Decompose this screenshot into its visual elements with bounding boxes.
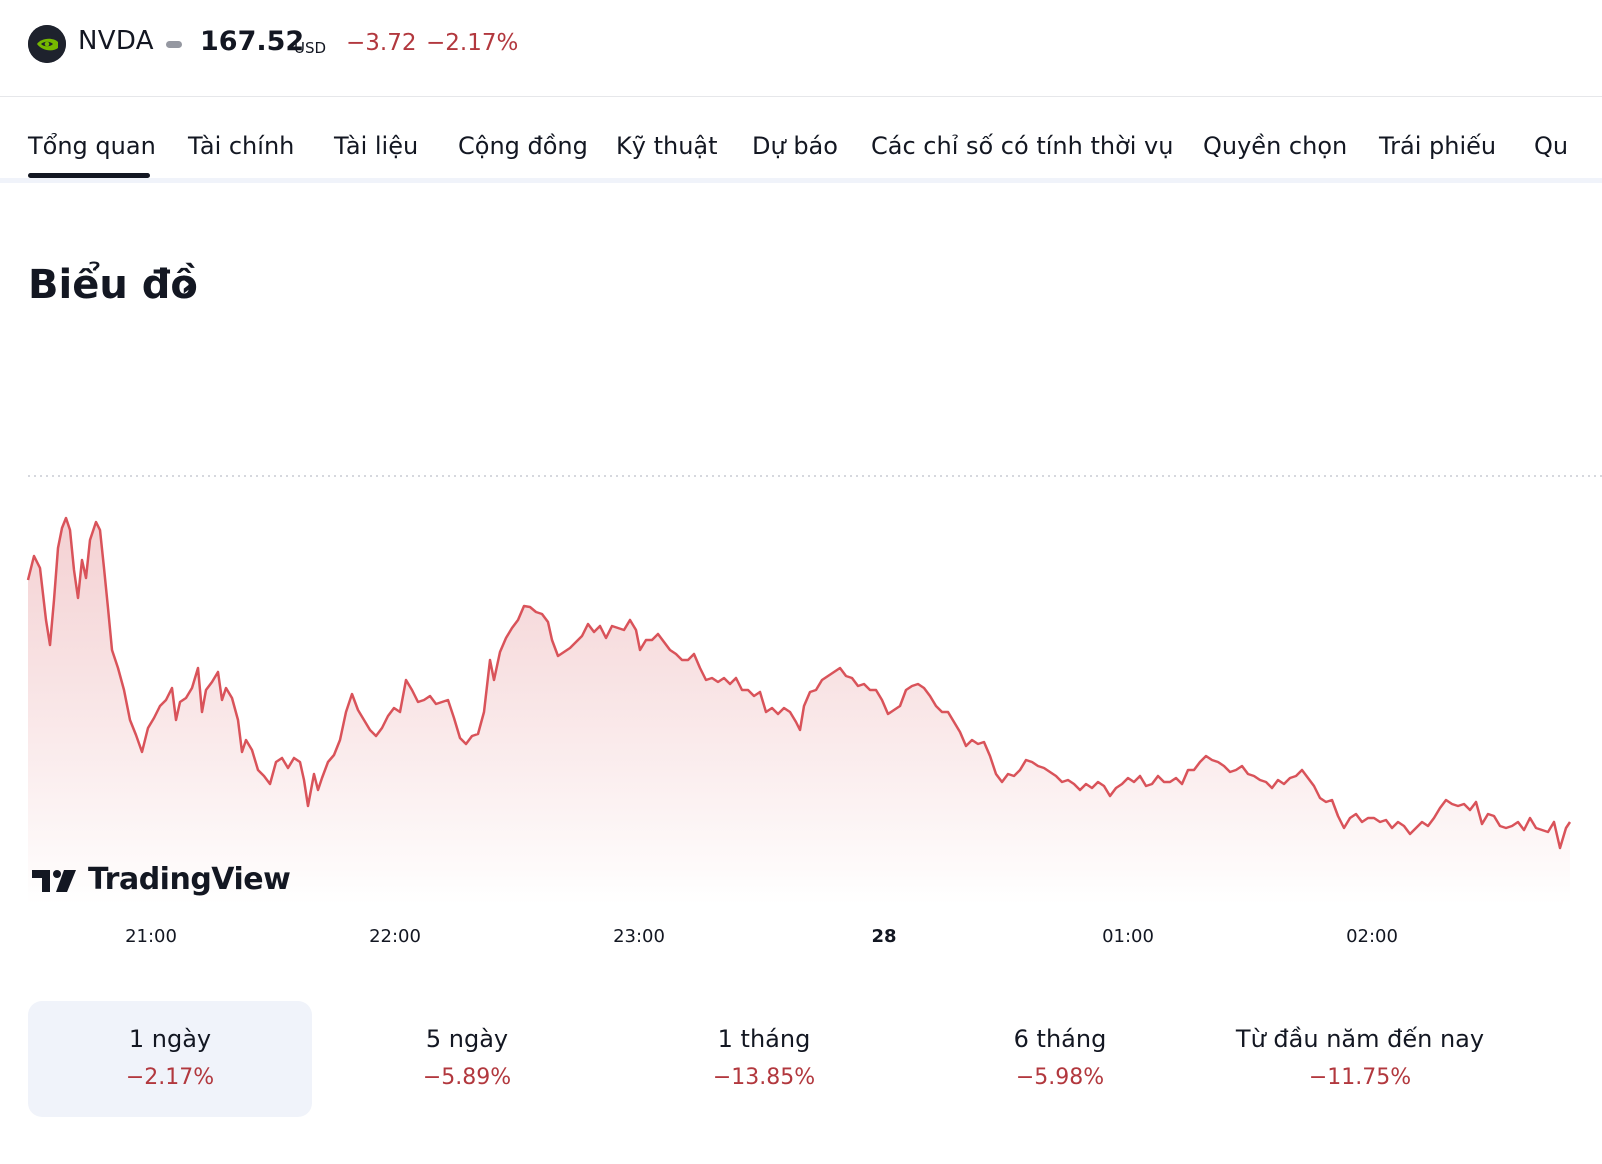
period-1m-button[interactable]: 1 tháng −13.85% [622, 1001, 906, 1117]
period-change: −5.89% [422, 1065, 512, 1090]
tab-forecast[interactable]: Dự báo [752, 132, 838, 160]
x-tick-label: 01:00 [1102, 926, 1154, 947]
price-change-percent: −2.17% [426, 30, 519, 56]
symbol-header: NVDA 167.52 USD −3.72 −2.17% [0, 0, 1602, 97]
price-area [28, 518, 1570, 905]
tab-financials[interactable]: Tài chính [188, 132, 295, 160]
period-label: 1 tháng [717, 1025, 811, 1053]
period-change: −11.75% [1308, 1065, 1412, 1090]
price-currency: USD [294, 39, 327, 57]
tab-options[interactable]: Quyền chọn [1203, 132, 1348, 160]
price-change: −3.72 [346, 30, 417, 56]
ticker-symbol[interactable]: NVDA [78, 26, 154, 56]
period-label: 5 ngày [425, 1025, 509, 1053]
chart-section-title[interactable]: Biểu đồ [28, 262, 198, 308]
period-6m-button[interactable]: 6 tháng −5.98% [918, 1001, 1202, 1117]
x-tick-label: 22:00 [369, 926, 421, 947]
tab-community[interactable]: Cộng đồng [458, 132, 588, 160]
tradingview-wordmark[interactable]: TradingView [88, 862, 291, 897]
period-change: −2.17% [125, 1065, 215, 1090]
period-label: Từ đầu năm đến nay [1235, 1025, 1485, 1053]
chart-section-title-text[interactable]: Biểu đồ [28, 262, 198, 308]
tab-more[interactable]: Qu [1534, 132, 1569, 160]
tab-bonds[interactable]: Trái phiếu [1379, 132, 1497, 160]
period-change: −13.85% [712, 1065, 816, 1090]
symbol-tabs: Tổng quan Tài chính Tài liệu Cộng đồng K… [0, 96, 1602, 183]
active-tab-indicator [28, 173, 150, 178]
period-ytd-button[interactable]: Từ đầu năm đến nay −11.75% [1218, 1001, 1502, 1117]
x-tick-label: 21:00 [125, 926, 177, 947]
chevron-right-icon[interactable]: › [180, 260, 197, 306]
period-change: −5.98% [1015, 1065, 1105, 1090]
price-line [26, 516, 1572, 850]
tab-seasonals[interactable]: Các chỉ số có tính thời vụ [871, 132, 1174, 160]
tradingview-logo-icon[interactable] [30, 862, 82, 902]
period-label: 1 ngày [128, 1025, 212, 1053]
x-tick-label: 28 [871, 926, 897, 947]
last-price: 167.52 [200, 26, 305, 57]
nvidia-logo-icon [28, 25, 66, 63]
tab-overview[interactable]: Tổng quan [28, 132, 156, 160]
tab-technicals[interactable]: Kỹ thuật [616, 132, 718, 160]
tab-documents[interactable]: Tài liệu [334, 132, 419, 160]
x-tick-label: 23:00 [613, 926, 665, 947]
x-tick-label: 02:00 [1346, 926, 1398, 947]
period-1d-button[interactable]: 1 ngày −2.17% [28, 1001, 312, 1117]
market-status-dot [166, 41, 182, 48]
price-chart[interactable] [0, 440, 1602, 910]
period-5d-button[interactable]: 5 ngày −5.89% [325, 1001, 609, 1117]
period-label: 6 tháng [1013, 1025, 1107, 1053]
